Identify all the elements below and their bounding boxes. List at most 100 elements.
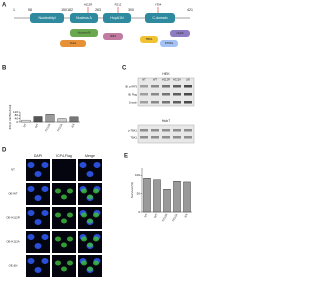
position: 150 [61, 8, 67, 12]
partner: Tetra [70, 41, 77, 45]
column-label: Merge [85, 154, 95, 158]
lane: NT [142, 78, 146, 82]
band [162, 136, 170, 139]
y-tick-label: 50 [137, 191, 141, 195]
nucleus [41, 210, 49, 216]
panel-label: D [2, 148, 7, 154]
position: 300 [128, 8, 134, 12]
lane: H112A [173, 78, 181, 82]
band [140, 101, 148, 104]
site: Y394 [155, 3, 162, 7]
column-label: ICP4-Flag [56, 154, 72, 158]
signal [81, 236, 87, 242]
partner: Nucleus B [78, 31, 91, 35]
position: 263 [95, 8, 101, 12]
band [173, 93, 181, 96]
signal [55, 236, 61, 242]
lane: ΔN [186, 78, 190, 82]
signal [93, 260, 99, 266]
nucleus [41, 234, 49, 240]
lane: H112R [162, 78, 170, 82]
position: 182 [67, 8, 73, 12]
signal [93, 188, 99, 194]
blot-row: IB: p-IRF3 [125, 85, 137, 89]
signal [67, 236, 73, 242]
nucleus [86, 171, 94, 177]
band [184, 136, 192, 139]
nucleus [41, 186, 49, 192]
panel-label: E [124, 154, 128, 160]
signal [93, 212, 99, 218]
nucleus [27, 234, 35, 240]
x-tick-label: ΔN [70, 123, 75, 128]
signal [55, 260, 61, 266]
y-tick-label: 0 [16, 120, 18, 124]
x-tick-label: WT [153, 213, 159, 219]
band [140, 85, 148, 88]
x-tick-label: H112R [161, 213, 169, 222]
nucleus [34, 267, 42, 273]
signal [87, 194, 93, 200]
x-tick-label: H112A [56, 123, 64, 132]
row-label: NT [11, 168, 15, 172]
signal [55, 188, 61, 194]
image [52, 231, 76, 253]
row-label: OE-H112R [6, 216, 19, 220]
band [162, 93, 170, 96]
band [184, 129, 192, 132]
row-label: OE-ΔN [9, 264, 18, 268]
band [151, 85, 159, 88]
band [151, 93, 159, 96]
nucleus [27, 258, 35, 264]
signal [67, 212, 73, 218]
position: 421 [187, 8, 193, 12]
domain: Nucleotidyl [38, 16, 55, 20]
nucleus [27, 210, 35, 216]
row-label: OE-H112A [6, 240, 19, 244]
image [52, 159, 76, 181]
signal [67, 188, 73, 194]
signal [87, 266, 93, 272]
nucleus [34, 171, 42, 177]
microscopy-grid [26, 159, 102, 277]
bar [57, 118, 67, 123]
band [173, 101, 181, 104]
band [162, 129, 170, 132]
panel-a-art [14, 13, 190, 47]
x-tick-label: ΔN [183, 213, 188, 218]
image [52, 207, 76, 229]
bar [173, 180, 181, 213]
band [173, 129, 181, 132]
position: 1 [13, 8, 15, 12]
signal [81, 260, 87, 266]
partner: TBK1 [146, 37, 153, 41]
panel-label: C [122, 66, 127, 72]
domain: Nucleus A [76, 16, 92, 20]
blot-row: β-actin [129, 101, 137, 105]
domain: C-domain [152, 16, 167, 20]
band [173, 136, 181, 139]
blot-title: HEK [162, 72, 170, 76]
signal [87, 242, 93, 248]
nucleus [27, 186, 35, 192]
x-tick-label: H112A [171, 213, 179, 222]
band [184, 85, 192, 88]
nucleus [34, 195, 42, 201]
site: H112R [84, 3, 93, 7]
y-axis-label: IFN-β mRNA (fold) [8, 105, 12, 130]
partner: STING [165, 41, 174, 45]
signal [67, 260, 73, 266]
bar [143, 178, 151, 213]
y-tick-label: 0 [138, 210, 140, 214]
column-label: DAPI [34, 154, 42, 158]
nucleus [79, 162, 87, 168]
figure: A B C D E 1 58 150 182 263 300 421 H112R R212 Y394 Nucl… [2, 3, 195, 277]
band [140, 129, 148, 132]
y-tick-label: 120 [13, 110, 18, 114]
partner: IRF3 [110, 34, 117, 38]
nucleus [93, 162, 101, 168]
bar [21, 119, 31, 123]
signal [81, 212, 87, 218]
bar [69, 116, 79, 123]
bar [183, 181, 191, 213]
